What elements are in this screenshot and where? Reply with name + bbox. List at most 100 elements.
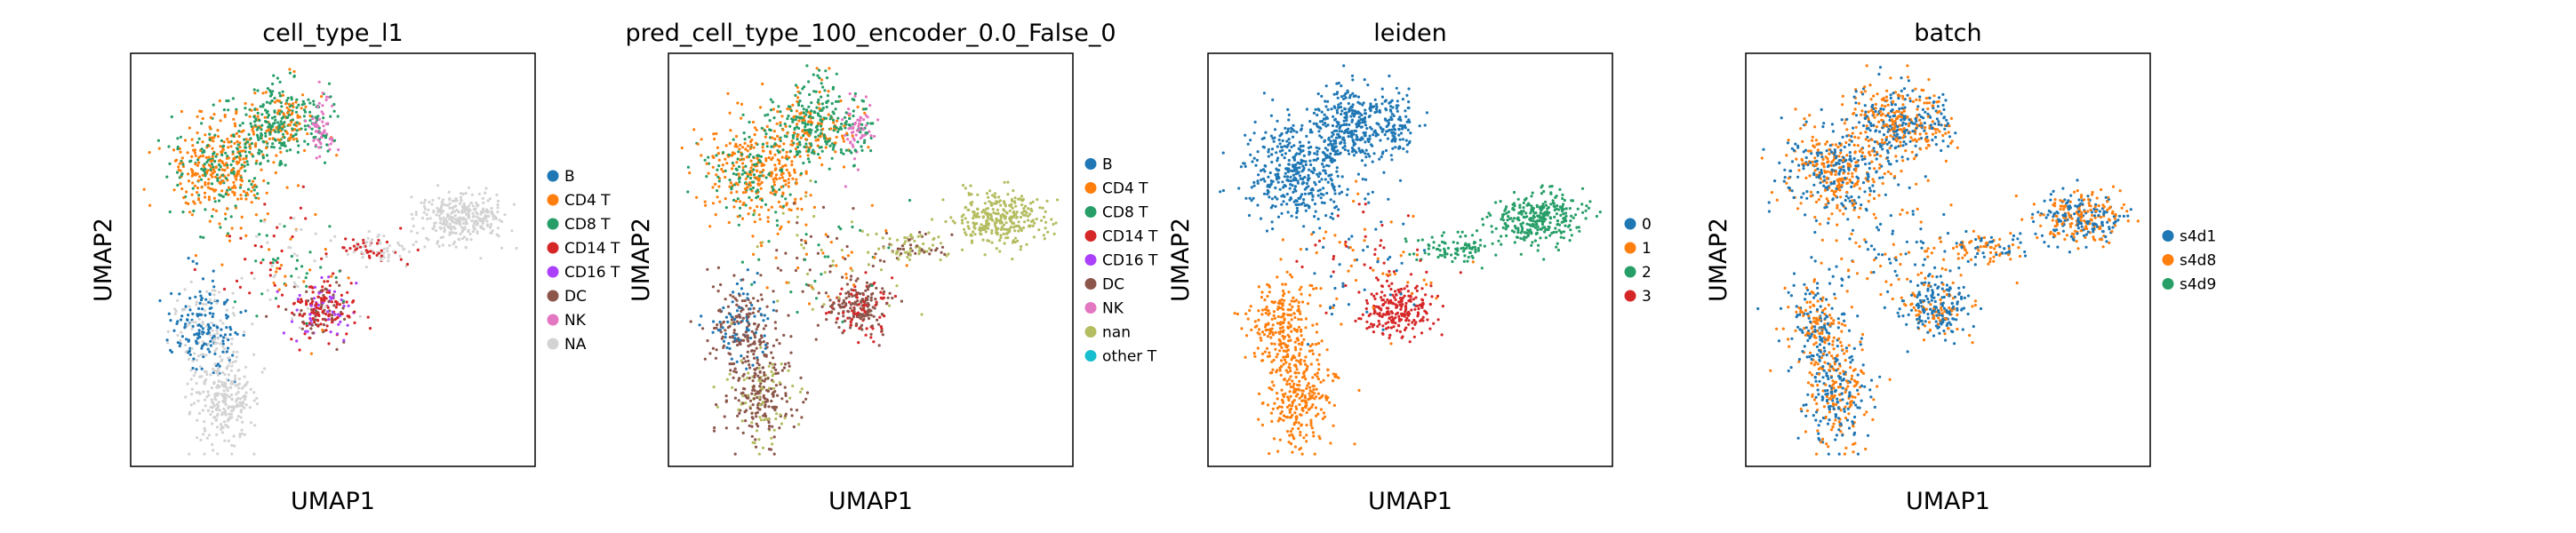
data-point: [496, 211, 500, 214]
data-point: [747, 144, 750, 147]
data-point: [686, 165, 691, 169]
data-point: [1259, 217, 1263, 220]
data-point: [846, 254, 851, 258]
data-point: [226, 155, 229, 158]
data-point: [1257, 173, 1260, 177]
data-point: [719, 282, 723, 287]
data-point: [454, 197, 458, 201]
data-point: [1027, 214, 1030, 218]
data-point: [771, 442, 774, 446]
data-point: [772, 435, 776, 439]
data-point: [774, 190, 779, 194]
data-point: [312, 122, 316, 125]
data-point: [317, 117, 322, 121]
data-point: [237, 134, 241, 139]
data-point: [758, 338, 762, 341]
data-point: [399, 258, 403, 261]
data-point: [241, 404, 244, 409]
data-point: [829, 115, 833, 118]
data-point: [326, 310, 330, 314]
data-point: [220, 189, 224, 193]
data-point: [317, 306, 321, 310]
data-point: [1425, 111, 1428, 115]
data-point: [786, 157, 789, 161]
data-point: [759, 346, 763, 349]
data-point: [220, 380, 224, 384]
data-point: [251, 179, 255, 183]
data-point: [231, 186, 235, 189]
data-point: [484, 187, 488, 190]
data-point: [1013, 236, 1018, 240]
data-point: [334, 300, 338, 304]
data-point: [217, 401, 220, 404]
data-point: [231, 409, 235, 412]
data-point: [822, 303, 826, 306]
data-point: [818, 68, 821, 72]
data-point: [868, 308, 871, 312]
data-point: [1364, 155, 1368, 159]
data-point: [902, 242, 907, 246]
data-point: [1014, 204, 1018, 208]
data-point: [871, 291, 875, 296]
data-point: [752, 297, 756, 300]
data-point: [860, 148, 864, 152]
data-point: [220, 160, 224, 163]
data-point: [300, 103, 304, 107]
data-point: [711, 330, 715, 334]
data-point: [1324, 99, 1327, 103]
data-point: [850, 251, 853, 254]
data-point: [323, 129, 326, 132]
data-point: [426, 217, 429, 221]
data-point: [795, 150, 799, 154]
data-point: [1316, 107, 1320, 111]
data-point: [362, 238, 365, 242]
data-point: [847, 107, 851, 111]
data-point: [1265, 229, 1268, 233]
data-point: [748, 307, 752, 311]
data-point: [853, 300, 857, 304]
data-point: [770, 399, 773, 403]
data-point: [713, 137, 716, 141]
data-point: [463, 226, 467, 229]
data-point: [719, 322, 723, 326]
data-point: [276, 112, 279, 115]
data-point: [1335, 170, 1339, 173]
data-point: [834, 150, 837, 154]
data-point: [744, 335, 748, 338]
data-point: [767, 427, 771, 431]
data-point: [1269, 134, 1273, 138]
data-point: [828, 264, 832, 268]
data-point: [181, 164, 185, 169]
data-point: [1006, 180, 1010, 184]
data-point: [485, 219, 489, 223]
data-point: [953, 221, 956, 225]
data-point: [753, 209, 756, 212]
data-point: [1325, 148, 1330, 152]
data-point: [1364, 108, 1367, 112]
data-point: [823, 137, 827, 140]
data-point: [749, 159, 753, 163]
data-point: [173, 159, 178, 163]
data-point: [226, 378, 229, 381]
data-point: [194, 370, 197, 374]
data-point: [850, 151, 853, 155]
data-point: [1016, 239, 1020, 243]
data-point: [733, 337, 737, 340]
data-point: [215, 153, 219, 156]
data-point: [787, 185, 790, 188]
data-point: [1031, 200, 1035, 203]
data-point: [1314, 107, 1317, 111]
data-point: [289, 246, 292, 250]
data-point: [866, 122, 869, 125]
data-point: [1292, 129, 1296, 132]
data-point: [1300, 193, 1304, 196]
data-point: [798, 91, 802, 95]
data-point: [1250, 199, 1253, 203]
legend-marker: [547, 170, 559, 182]
data-point: [1012, 215, 1015, 219]
data-point: [250, 182, 253, 187]
data-point: [333, 313, 337, 316]
data-point: [1300, 123, 1304, 127]
x-axis-label: UMAP1: [828, 488, 913, 515]
data-point: [385, 240, 389, 244]
